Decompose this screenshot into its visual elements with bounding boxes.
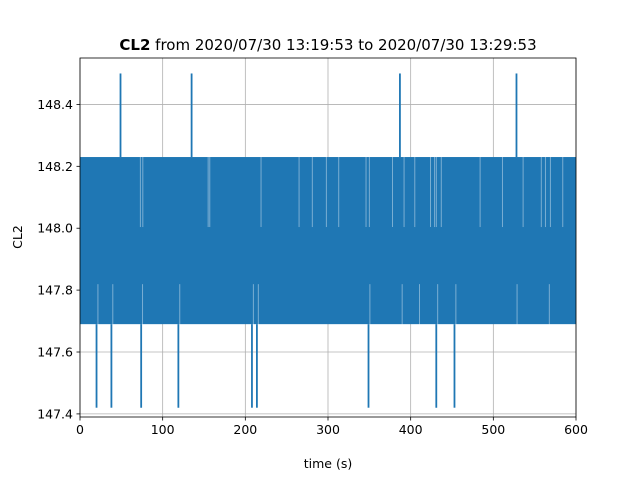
x-tick-label: 400 bbox=[399, 422, 423, 437]
chart-title: CL2 from 2020/07/30 13:19:53 to 2020/07/… bbox=[119, 36, 536, 54]
x-axis: 0 100 200 300 400 500 600 bbox=[76, 417, 588, 437]
x-tick-label: 0 bbox=[76, 422, 84, 437]
x-tick-label: 500 bbox=[481, 422, 505, 437]
x-tick-label: 200 bbox=[233, 422, 257, 437]
chart-title-bold: CL2 bbox=[119, 36, 150, 54]
x-tick-label: 300 bbox=[316, 422, 340, 437]
y-tick-label: 147.4 bbox=[37, 406, 73, 421]
x-axis-label: time (s) bbox=[304, 456, 352, 471]
y-tick-label: 148.4 bbox=[37, 97, 73, 112]
y-tick-label: 147.8 bbox=[37, 283, 73, 298]
series-cl2 bbox=[80, 73, 576, 408]
chart-title-rest: from 2020/07/30 13:19:53 to 2020/07/30 1… bbox=[150, 36, 536, 54]
x-tick-label: 100 bbox=[151, 422, 175, 437]
x-tick-label: 600 bbox=[564, 422, 588, 437]
y-axis: 147.4 147.6 147.8 148.0 148.2 148.4 bbox=[37, 97, 80, 421]
y-tick-label: 148.0 bbox=[37, 221, 73, 236]
plot-area bbox=[79, 57, 577, 418]
y-axis-label: CL2 bbox=[10, 225, 25, 249]
y-tick-label: 148.2 bbox=[37, 159, 73, 174]
y-tick-label: 147.6 bbox=[37, 345, 73, 360]
series-band bbox=[80, 157, 576, 325]
